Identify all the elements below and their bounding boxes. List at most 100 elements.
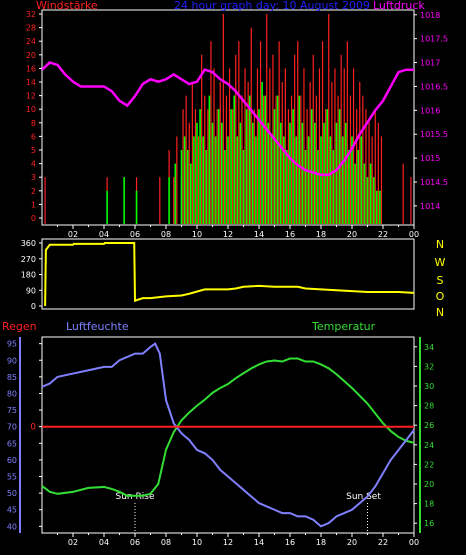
pressure-y-tick-label: 1016 <box>420 106 440 115</box>
wind-direction-y-axis: 360 270 180 90 0 <box>21 239 42 311</box>
humidity-y-tick-label: 65 <box>7 439 17 448</box>
wind-y-tick-label: 8 <box>31 119 36 128</box>
pressure-y-tick-label: 1014 <box>420 202 440 211</box>
humidity-y-tick-label: 40 <box>7 522 17 531</box>
wind-direction-y-tick-label: 270 <box>21 255 36 264</box>
pressure-y-tick-label: 1018 <box>420 11 440 20</box>
wind-y-tick-label: 32 <box>26 10 36 19</box>
humidity-x-tick-label: 12 <box>223 538 233 547</box>
pressure-y-tick-label: 1014.5 <box>420 178 448 187</box>
compass-n-top: N <box>436 238 444 251</box>
chart-title: 24 hour graph day: 10 August 2009 <box>174 0 370 12</box>
compass-w: W <box>435 256 446 269</box>
wind-x-tick-label: 04 <box>99 230 109 239</box>
temperature-y-tick-label: 34 <box>424 343 434 352</box>
humidity-x-tick-label: 20 <box>347 538 357 547</box>
wind-y-tick-label: 28 <box>26 24 36 33</box>
pressure-axis-label: Luftdruck <box>373 0 425 12</box>
wind-y-tick-label: 16 <box>26 64 36 73</box>
wind-direction-y-tick-label: 0 <box>31 302 36 311</box>
humidity-temperature-panel: Regen Luftfeuchte Temperatur 40 45 50 55 60 6… <box>2 320 434 547</box>
wind-y-tick-label: 20 <box>26 51 36 60</box>
pressure-y-tick-label: 1016.5 <box>420 82 448 91</box>
humidity-line <box>41 342 415 528</box>
wind-y-tick-label: 24 <box>26 37 36 46</box>
wind-direction-y-tick-label: 360 <box>21 239 36 248</box>
humidity-y-tick-label: 90 <box>7 356 17 365</box>
wind-x-tick-label: 10 <box>192 230 202 239</box>
wind-direction-line <box>44 242 415 307</box>
temperature-label: Temperatur <box>311 320 376 333</box>
humidity-x-tick-label: 08 <box>161 538 171 547</box>
humidity-y-tick-label: 75 <box>7 406 17 415</box>
wind-bars <box>44 14 412 224</box>
pressure-y-tick-label: 1017 <box>420 59 440 68</box>
humidity-x-tick-label: 02 <box>68 538 78 547</box>
wind-x-axis: 02 04 06 08 10 12 14 16 18 20 22 00 <box>57 225 419 239</box>
humidity-x-tick-label: 06 <box>130 538 140 547</box>
humidity-x-tick-label: 00 <box>409 538 419 547</box>
temperature-y-tick-label: 20 <box>424 480 434 489</box>
temperature-y-tick-label: 32 <box>424 362 434 371</box>
temperature-y-tick-label: 22 <box>424 460 434 469</box>
gust-bars <box>106 82 381 224</box>
wind-y-tick-label: 1 <box>31 200 36 209</box>
humidity-x-tick-label: 16 <box>285 538 295 547</box>
sunset-label: Sun Set <box>346 492 381 502</box>
temperature-y-tick-label: 18 <box>424 500 434 509</box>
pressure-y-tick-label: 1015.5 <box>420 130 448 139</box>
humidity-x-tick-label: 04 <box>99 538 109 547</box>
humidity-y-axis: 40 45 50 55 60 65 70 75 80 85 90 95 <box>7 337 42 533</box>
rain-zero-label: 0 <box>30 423 36 433</box>
wind-x-tick-label: 14 <box>254 230 264 239</box>
wind-y-tick-label: 4 <box>31 160 36 169</box>
wind-direction-panel: 360 270 180 90 0 N W S O N <box>21 238 446 319</box>
wind-y-tick-label: 2 <box>31 187 36 196</box>
pressure-line <box>41 61 414 177</box>
wind-direction-y-tick-label: 90 <box>26 286 36 295</box>
wind-x-tick-label: 20 <box>347 230 357 239</box>
humidity-y-tick-label: 55 <box>7 473 17 482</box>
wind-x-tick-label: 06 <box>130 230 140 239</box>
wind-axis-label: Windstärke <box>36 0 98 12</box>
compass-o: O <box>436 290 445 303</box>
temperature-y-tick-label: 30 <box>424 382 434 391</box>
humidity-x-tick-label: 18 <box>316 538 326 547</box>
temperature-y-tick-label: 26 <box>424 421 434 430</box>
temperature-y-tick-label: 16 <box>424 519 434 528</box>
humidity-y-tick-label: 95 <box>7 340 17 349</box>
wind-x-tick-label: 22 <box>378 230 388 239</box>
humidity-x-tick-label: 22 <box>378 538 388 547</box>
humidity-y-tick-label: 70 <box>7 423 17 432</box>
wind-y-tick-label: 3 <box>31 173 36 182</box>
wind-x-tick-label: 08 <box>161 230 171 239</box>
wind-x-tick-label: 18 <box>316 230 326 239</box>
wind-y-tick-label: 6 <box>31 132 36 141</box>
wind-y-tick-label: 0 <box>31 214 36 223</box>
humidity-y-tick-label: 85 <box>7 373 17 382</box>
wind-y-tick-label: 14 <box>26 78 36 87</box>
humidity-label: Luftfeuchte <box>66 320 129 333</box>
wind-x-tick-label: 12 <box>223 230 233 239</box>
wind-y-tick-label: 5 <box>31 146 36 155</box>
pressure-y-tick-label: 1017.5 <box>420 35 448 44</box>
wind-y-tick-label: 12 <box>26 92 36 101</box>
humidity-y-tick-label: 50 <box>7 489 17 498</box>
compass-s: S <box>437 274 444 287</box>
temperature-y-tick-label: 28 <box>424 402 434 411</box>
humidity-y-tick-label: 60 <box>7 456 17 465</box>
humidity-y-tick-label: 45 <box>7 506 17 515</box>
temperature-y-tick-label: 24 <box>424 441 434 450</box>
wind-x-tick-label: 02 <box>68 230 78 239</box>
humidity-x-tick-label: 14 <box>254 538 264 547</box>
temperature-line <box>41 357 415 497</box>
compass-n-bottom: N <box>436 306 444 319</box>
wind-direction-y-tick-label: 180 <box>21 271 36 280</box>
humidity-x-tick-label: 10 <box>192 538 202 547</box>
pressure-y-tick-label: 1015 <box>420 154 440 163</box>
rain-label: Regen <box>2 320 37 333</box>
